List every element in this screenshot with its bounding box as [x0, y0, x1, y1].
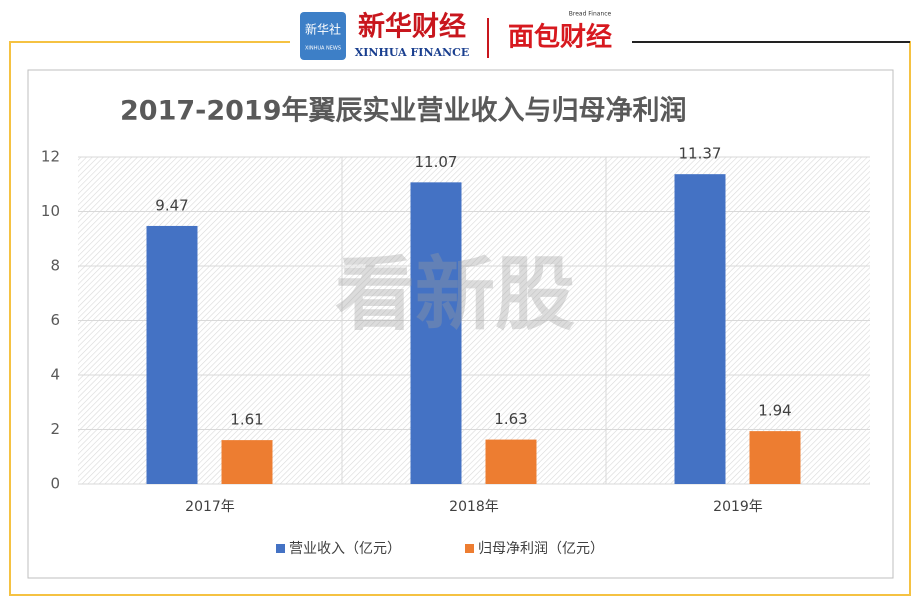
- agency-logo: [300, 12, 346, 60]
- agency-en: XINHUA NEWS: [305, 46, 341, 52]
- legend-swatch: [276, 544, 285, 553]
- x-tick-label: 2017年: [185, 499, 235, 515]
- data-label: 1.61: [230, 411, 263, 429]
- data-label: 11.07: [415, 153, 458, 171]
- legend-label: 归母净利润（亿元）: [478, 540, 604, 557]
- watermark: 看新股: [335, 248, 575, 341]
- partner: 面包财经: [508, 22, 612, 53]
- y-tick-label: 2: [50, 420, 60, 438]
- data-label: 1.94: [758, 402, 791, 420]
- bar: [749, 431, 801, 484]
- x-tick-label: 2019年: [713, 499, 763, 515]
- y-tick-label: 6: [50, 311, 60, 329]
- agency: 新华社: [305, 22, 341, 37]
- x-tick-label: 2018年: [449, 499, 499, 515]
- legend-swatch: [465, 544, 474, 553]
- bar: [485, 439, 537, 484]
- chart-title: 2017-2019年翼辰实业营业收入与归母净利润: [120, 95, 687, 127]
- bar: [146, 225, 198, 484]
- data-label: 11.37: [679, 145, 722, 163]
- y-tick-label: 10: [41, 202, 60, 220]
- legend-label: 营业收入（亿元）: [289, 541, 401, 557]
- data-label: 1.63: [494, 410, 527, 428]
- y-tick-label: 0: [50, 475, 60, 493]
- bar: [221, 440, 273, 484]
- y-tick-label: 4: [50, 366, 60, 384]
- brand-en: XINHUA FINANCE: [355, 46, 470, 59]
- data-label: 9.47: [155, 196, 188, 214]
- partner-en: Bread Finance: [569, 11, 612, 18]
- y-tick-label: 8: [50, 257, 60, 275]
- y-tick-label: 12: [41, 148, 60, 166]
- bar: [410, 182, 462, 484]
- brand: 新华财经: [358, 11, 466, 43]
- bar: [674, 174, 726, 485]
